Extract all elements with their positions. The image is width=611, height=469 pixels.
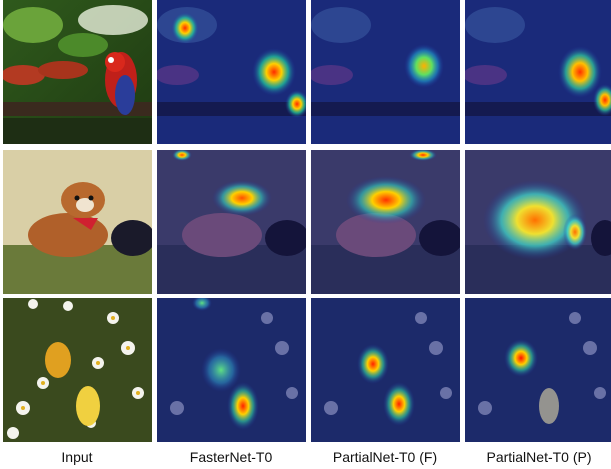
column-label-partialnet-p: PartialNet-T0 (P) bbox=[486, 449, 592, 465]
input-parrot-image bbox=[3, 0, 152, 144]
input-dog-image bbox=[3, 150, 152, 294]
partialnet-f-dog-heatmap bbox=[311, 150, 460, 294]
partialnet-f-butterflies-heatmap bbox=[311, 298, 460, 442]
column-label-partialnet-f: PartialNet-T0 (F) bbox=[332, 449, 438, 465]
partialnet-p-butterflies-heatmap bbox=[465, 298, 611, 442]
input-butterflies-image bbox=[3, 298, 152, 442]
fasternet-butterflies-heatmap bbox=[157, 298, 306, 442]
partialnet-p-dog-heatmap bbox=[465, 150, 611, 294]
fasternet-dog-heatmap bbox=[157, 150, 306, 294]
partialnet-p-parrot-heatmap bbox=[465, 0, 611, 144]
column-label-input: Input bbox=[61, 449, 93, 465]
fasternet-parrot-heatmap bbox=[157, 0, 306, 144]
partialnet-f-parrot-heatmap bbox=[311, 0, 460, 144]
column-label-fasternet: FasterNet-T0 bbox=[189, 449, 273, 465]
